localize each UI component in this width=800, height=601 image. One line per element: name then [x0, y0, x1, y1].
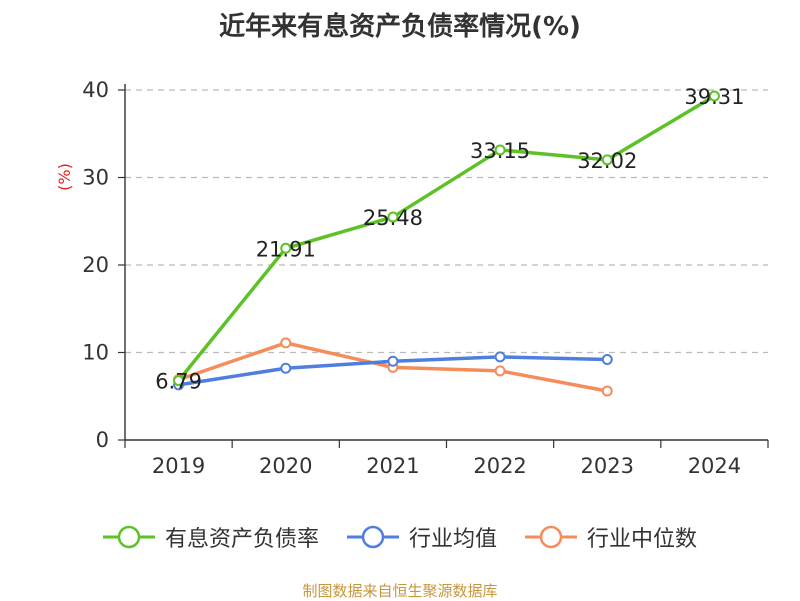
data-label: 21.91 — [256, 237, 316, 261]
data-label: 39.31 — [684, 85, 744, 109]
legend-item[interactable]: 行业均值 — [346, 521, 497, 553]
y-tick-label: 40 — [82, 78, 109, 102]
data-label: 32.02 — [577, 149, 637, 173]
legend: 有息资产负债率 行业均值 行业中位数 — [0, 520, 800, 554]
data-labels: 6.79 21.91 25.48 33.15 32.02 39.31 — [155, 85, 744, 394]
legend-label: 行业均值 — [408, 527, 497, 552]
source-note: 制图数据来自恒生聚源数据库 — [302, 582, 498, 600]
data-label: 33.15 — [470, 139, 530, 163]
y-tick-label: 20 — [82, 253, 109, 277]
data-point — [280, 362, 292, 374]
legend-marker — [539, 525, 563, 549]
x-tick-label: 2021 — [366, 454, 419, 478]
data-point — [494, 351, 506, 363]
x-tick-label: 2020 — [259, 454, 312, 478]
data-point — [280, 242, 292, 254]
axes: 0 10 20 30 40 (%) 2019 2020 2021 2022 2023 2024 — [55, 78, 769, 478]
data-point — [494, 365, 506, 377]
data-point — [387, 355, 399, 367]
legend-swatch-icon — [102, 525, 155, 549]
data-point — [494, 144, 506, 156]
chart-title: 近年来有息资产负债率情况(%) — [219, 12, 581, 42]
data-point — [601, 354, 613, 365]
y-tick-label: 10 — [82, 341, 109, 365]
x-tick-label: 2019 — [152, 454, 205, 478]
legend-item[interactable]: 有息资产负债率 — [102, 521, 319, 553]
x-tick-label: 2024 — [688, 454, 741, 478]
grid-lines — [125, 89, 768, 354]
y-axis-label: (%) — [55, 163, 74, 191]
legend-item[interactable]: 行业中位数 — [525, 521, 697, 553]
data-point — [708, 90, 720, 102]
data-label: 25.48 — [363, 206, 423, 230]
data-point — [601, 154, 613, 166]
y-tick-label: 0 — [96, 428, 109, 452]
x-tick-label: 2023 — [581, 454, 634, 478]
data-point — [280, 337, 292, 349]
legend-swatch-icon — [525, 525, 577, 549]
data-point — [601, 385, 613, 397]
legend-marker — [361, 525, 385, 549]
legend-marker — [117, 525, 141, 549]
data-point — [387, 211, 399, 223]
y-tick-label: 30 — [82, 166, 109, 190]
legend-label: 行业中位数 — [587, 527, 698, 552]
legend-label: 有息资产负债率 — [164, 527, 319, 552]
x-tick-label: 2022 — [473, 454, 526, 478]
legend-swatch-icon — [346, 525, 399, 549]
data-label: 6.79 — [155, 370, 202, 394]
series-lines — [173, 90, 720, 397]
data-point — [173, 375, 185, 387]
series-line — [177, 94, 716, 382]
